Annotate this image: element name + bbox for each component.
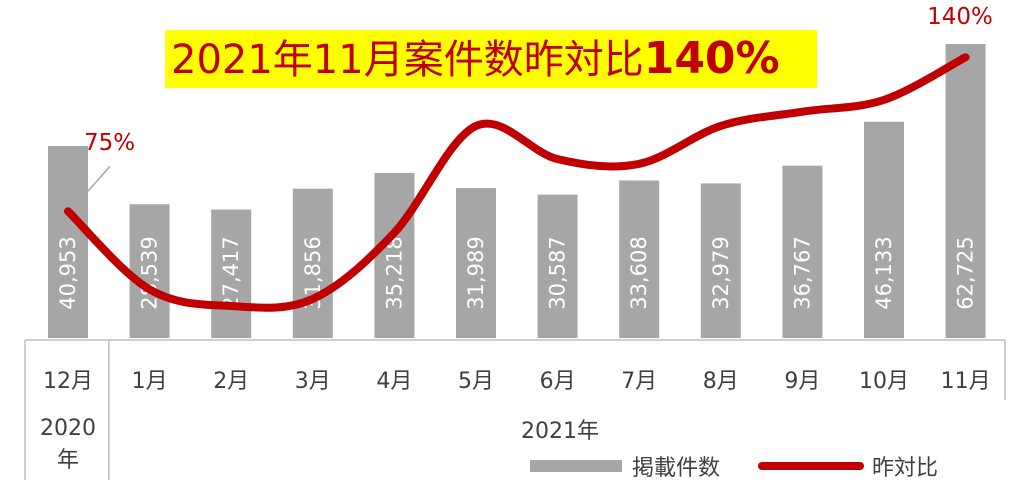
bar bbox=[945, 44, 986, 338]
bar-value-label: 46,133 bbox=[872, 236, 896, 309]
line-point-label: 75% bbox=[84, 130, 135, 156]
bar-value-label: 62,725 bbox=[954, 236, 978, 309]
bar bbox=[619, 180, 660, 338]
bar bbox=[864, 121, 904, 338]
bar-value-label: 33,608 bbox=[627, 236, 651, 309]
bar-value-label: 35,218 bbox=[382, 236, 406, 309]
bar bbox=[129, 204, 170, 338]
bar bbox=[456, 188, 496, 338]
x-tick-label: 6月 bbox=[540, 369, 576, 394]
bar bbox=[211, 209, 252, 338]
x-tick-label: 3月 bbox=[295, 369, 331, 394]
label-leader-line bbox=[87, 165, 111, 192]
x-tick-label: 4月 bbox=[376, 369, 412, 394]
bar-value-label: 32,979 bbox=[709, 236, 733, 309]
bar bbox=[48, 146, 88, 338]
x-tick-label: 12月 bbox=[43, 369, 93, 394]
bar bbox=[537, 194, 578, 338]
bar bbox=[782, 165, 823, 338]
x-tick-label: 7月 bbox=[621, 369, 657, 394]
year-group-label: 2021年 bbox=[521, 419, 599, 444]
line-point-label: 140% bbox=[927, 4, 993, 30]
legend-label: 掲載件数 bbox=[632, 456, 720, 481]
x-tick-label: 11月 bbox=[941, 369, 991, 394]
yoy-line bbox=[64, 53, 970, 312]
title-highlight: 140% bbox=[643, 33, 780, 84]
bar-value-label: 30,587 bbox=[546, 236, 570, 309]
bar-value-label: 27,417 bbox=[219, 236, 243, 309]
bar-value-label: 31,989 bbox=[464, 236, 488, 309]
x-tick-label: 1月 bbox=[132, 369, 168, 394]
x-tick-label: 9月 bbox=[784, 369, 820, 394]
legend-label: 昨対比 bbox=[872, 456, 938, 481]
bar-value-label: 36,767 bbox=[790, 236, 814, 309]
bar bbox=[292, 188, 333, 338]
bar bbox=[374, 172, 415, 338]
year-group-label-2020: 2020年 bbox=[40, 416, 96, 473]
chart-title: 2021年11月案件数昨対比140% bbox=[165, 30, 817, 88]
x-tick-label: 2月 bbox=[213, 369, 249, 394]
bar bbox=[700, 183, 741, 338]
x-tick-label: 5月 bbox=[458, 369, 494, 394]
bar-value-label: 28,539 bbox=[138, 236, 162, 309]
x-tick-label: 8月 bbox=[703, 369, 739, 394]
legend-swatch-bar bbox=[530, 460, 622, 472]
x-tick-label: 10月 bbox=[859, 369, 909, 394]
bar-value-label: 40,953 bbox=[56, 236, 80, 309]
title-main: 2021年11月案件数昨対比 bbox=[171, 37, 644, 83]
